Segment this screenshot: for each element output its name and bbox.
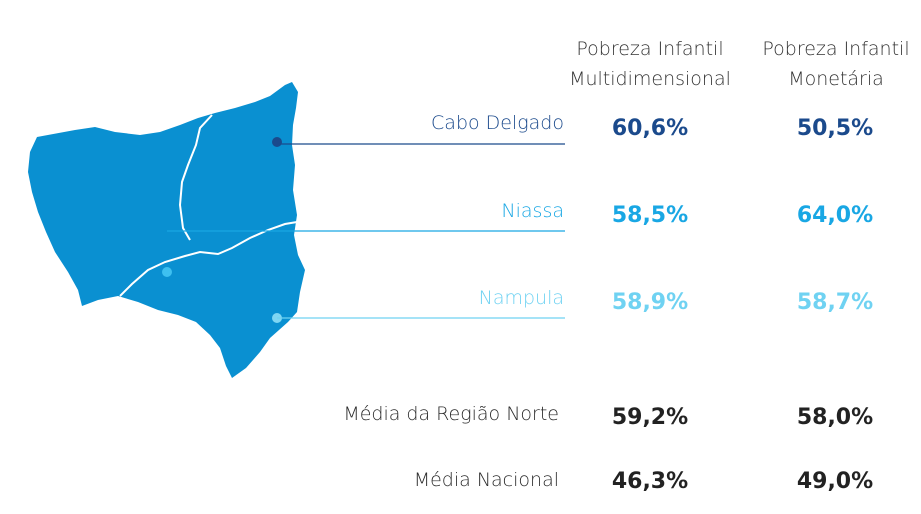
header-monetary: Pobreza Infantil Monetária: [752, 34, 920, 94]
header-monetary-line2: Monetária: [788, 68, 884, 90]
marker-cabo-delgado: [272, 137, 282, 147]
average-name-north: Média da Região Norte: [343, 403, 559, 425]
border-niassa-nampula: [119, 221, 298, 297]
province-name-nampula: Nampula: [478, 287, 564, 309]
province-name-niassa: Niassa: [501, 200, 564, 222]
value-mo-average-national: 49,0%: [796, 469, 874, 494]
value-md-average-national: 46,3%: [611, 469, 689, 494]
value-md-nampula: 58,9%: [611, 290, 689, 315]
marker-niassa: [162, 267, 172, 277]
province-name-cabo-delgado: Cabo Delgado: [431, 112, 564, 134]
value-md-niassa: 58,5%: [611, 203, 689, 228]
value-md-average-north: 59,2%: [611, 405, 689, 430]
header-multidimensional-line2: Multidimensional: [569, 68, 731, 90]
value-mo-average-north: 58,0%: [796, 405, 874, 430]
average-name-national: Média Nacional: [413, 469, 559, 491]
value-mo-niassa: 64,0%: [796, 203, 874, 228]
header-monetary-line1: Pobreza Infantil: [762, 38, 910, 60]
header-multidimensional: Pobreza Infantil Multidimensional: [560, 34, 740, 94]
value-md-cabo-delgado: 60,6%: [611, 116, 689, 141]
header-multidimensional-line1: Pobreza Infantil: [576, 38, 724, 60]
value-mo-nampula: 58,7%: [796, 290, 874, 315]
border-niassa-cabo-delgado: [178, 114, 213, 241]
value-mo-cabo-delgado: 50,5%: [796, 116, 874, 141]
map-region-shape: [28, 82, 305, 378]
